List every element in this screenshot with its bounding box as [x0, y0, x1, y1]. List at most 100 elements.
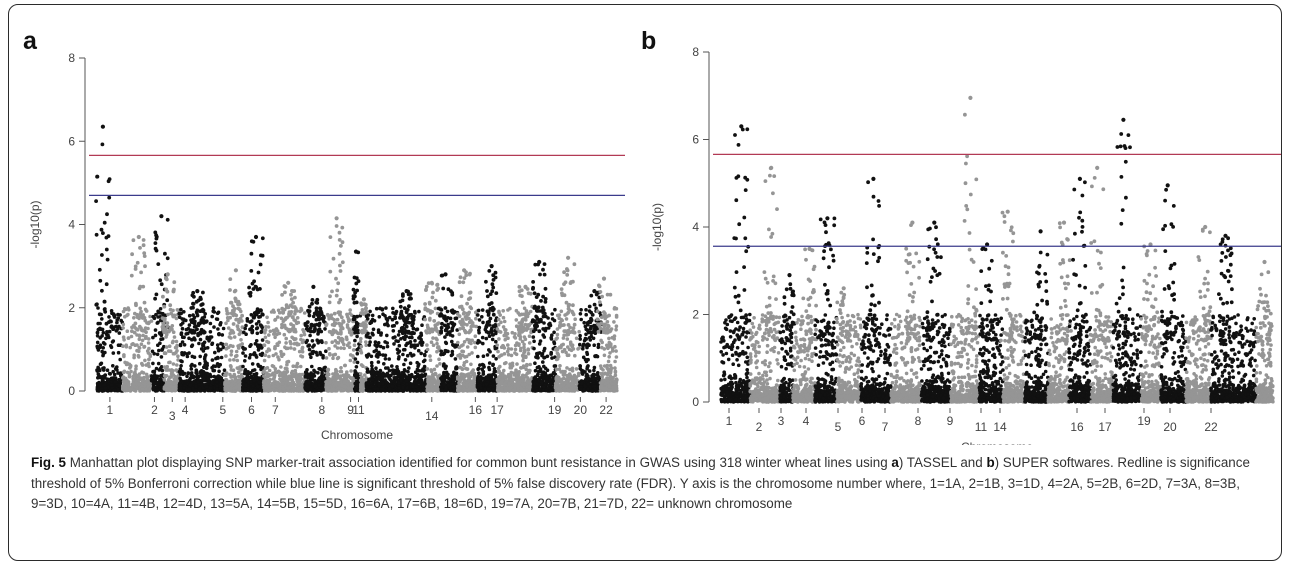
snp-point [187, 378, 192, 382]
snp-point [375, 353, 379, 358]
snp-point [354, 276, 359, 280]
snp-point [200, 302, 205, 306]
snp-point [459, 294, 464, 299]
snp-point [425, 330, 429, 335]
snp-point [474, 316, 478, 321]
snp-point [281, 311, 285, 315]
snp-point [96, 376, 100, 380]
snp-point [419, 333, 424, 338]
snp-point [130, 252, 134, 257]
snp-point [326, 385, 331, 390]
snp-point [127, 372, 132, 377]
snp-point [331, 356, 335, 361]
snp-point [270, 364, 275, 368]
snp-point [187, 323, 192, 327]
snp-point [95, 340, 100, 345]
snp-point [438, 362, 442, 366]
snp-point [365, 317, 370, 321]
snp-point [100, 334, 104, 338]
peak-snp-point [311, 284, 316, 289]
snp-point [165, 368, 170, 372]
snp-point [446, 372, 450, 377]
snp-point [161, 323, 166, 327]
snp-point [428, 316, 432, 321]
snp-point [107, 329, 112, 334]
snp-point [134, 364, 138, 369]
snp-point [491, 362, 496, 367]
snp-point [354, 320, 359, 325]
snp-point [450, 339, 454, 344]
snp-point [439, 349, 444, 354]
snp-point [165, 256, 170, 261]
snp-point [162, 365, 167, 369]
snp-point [391, 306, 395, 311]
snp-point [180, 326, 185, 331]
snp-point [291, 373, 296, 378]
snp-point [124, 345, 129, 349]
snp-point [445, 324, 449, 329]
snp-point [345, 325, 350, 329]
snp-point [333, 339, 338, 343]
snp-point [391, 329, 396, 333]
snp-point [240, 342, 244, 346]
snp-point [368, 309, 372, 314]
snp-point [243, 354, 248, 358]
snp-point [363, 373, 367, 377]
snp-point [216, 346, 220, 351]
snp-point [117, 331, 122, 335]
snp-point [140, 338, 145, 343]
snp-point [374, 306, 379, 311]
snp-point [328, 235, 333, 240]
snp-point [359, 384, 363, 389]
peak-snp-point [165, 272, 170, 277]
snp-point [102, 382, 107, 387]
snp-point [232, 358, 236, 362]
snp-point [95, 334, 100, 338]
snp-point [411, 353, 416, 357]
snp-point [445, 309, 450, 314]
snp-point [376, 360, 381, 364]
snp-point [272, 376, 276, 381]
snp-point [396, 351, 400, 355]
snp-point [450, 321, 455, 325]
snp-point [468, 290, 473, 295]
snp-point [401, 385, 405, 390]
snp-point [215, 384, 219, 388]
snp-point [115, 320, 119, 325]
snp-point [451, 374, 456, 379]
chromosome-points-a-6 [223, 268, 245, 393]
snp-point [116, 343, 121, 348]
snp-point [391, 311, 395, 315]
snp-point [175, 363, 179, 367]
snp-point [259, 330, 264, 334]
snp-point [313, 378, 317, 383]
snp-point [137, 375, 141, 380]
snp-point [218, 362, 222, 367]
snp-point [138, 306, 142, 311]
snp-point [132, 355, 136, 360]
snp-point [249, 239, 254, 244]
snp-point [408, 389, 413, 393]
snp-point [416, 348, 421, 353]
snp-point [174, 368, 179, 372]
snp-point [367, 343, 372, 347]
snp-point [367, 388, 372, 392]
snp-point [452, 388, 456, 393]
snp-point [137, 345, 141, 350]
snp-point [280, 354, 284, 359]
snp-point [411, 384, 415, 389]
snp-point [208, 335, 213, 339]
snp-point [370, 378, 375, 382]
snp-point [330, 316, 334, 321]
snp-point [333, 383, 338, 387]
snp-point [112, 388, 117, 392]
snp-point [294, 364, 298, 369]
snp-point [261, 370, 266, 375]
snp-point [342, 346, 346, 351]
snp-point [441, 286, 446, 291]
snp-point [408, 361, 413, 366]
snp-point [419, 369, 424, 373]
snp-point [358, 348, 363, 353]
snp-point [449, 309, 454, 313]
peak-snp-point [136, 234, 141, 240]
